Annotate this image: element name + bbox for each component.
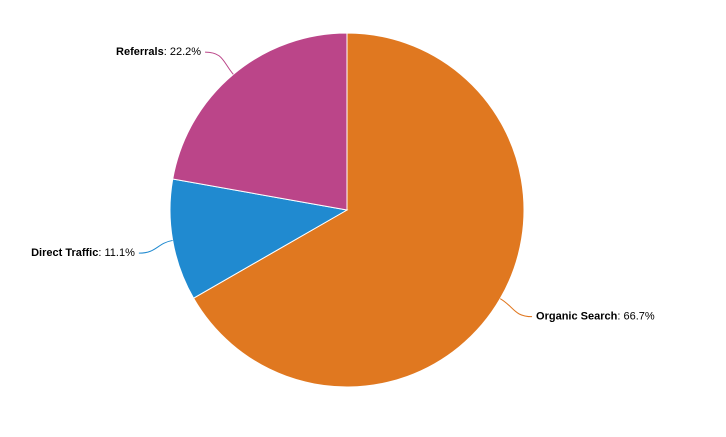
- slice-label: Direct Traffic: 11.1%: [31, 247, 135, 259]
- leader-line: [499, 298, 533, 318]
- slice-label: Organic Search: 66.7%: [536, 311, 655, 323]
- slice-value: : 66.7%: [617, 311, 655, 323]
- slice-value: : 11.1%: [98, 247, 135, 259]
- slice-name: Referrals: [116, 46, 164, 58]
- slice-value: : 22.2%: [164, 46, 202, 58]
- leader-line: [138, 239, 173, 254]
- pie-slice: [172, 32, 348, 211]
- slice-name: Organic Search: [536, 311, 618, 323]
- pie-slice: [192, 32, 525, 388]
- leader-line: [205, 51, 234, 75]
- slice-name: Direct Traffic: [31, 247, 98, 259]
- slice-label: Referrals: 22.2%: [116, 46, 201, 58]
